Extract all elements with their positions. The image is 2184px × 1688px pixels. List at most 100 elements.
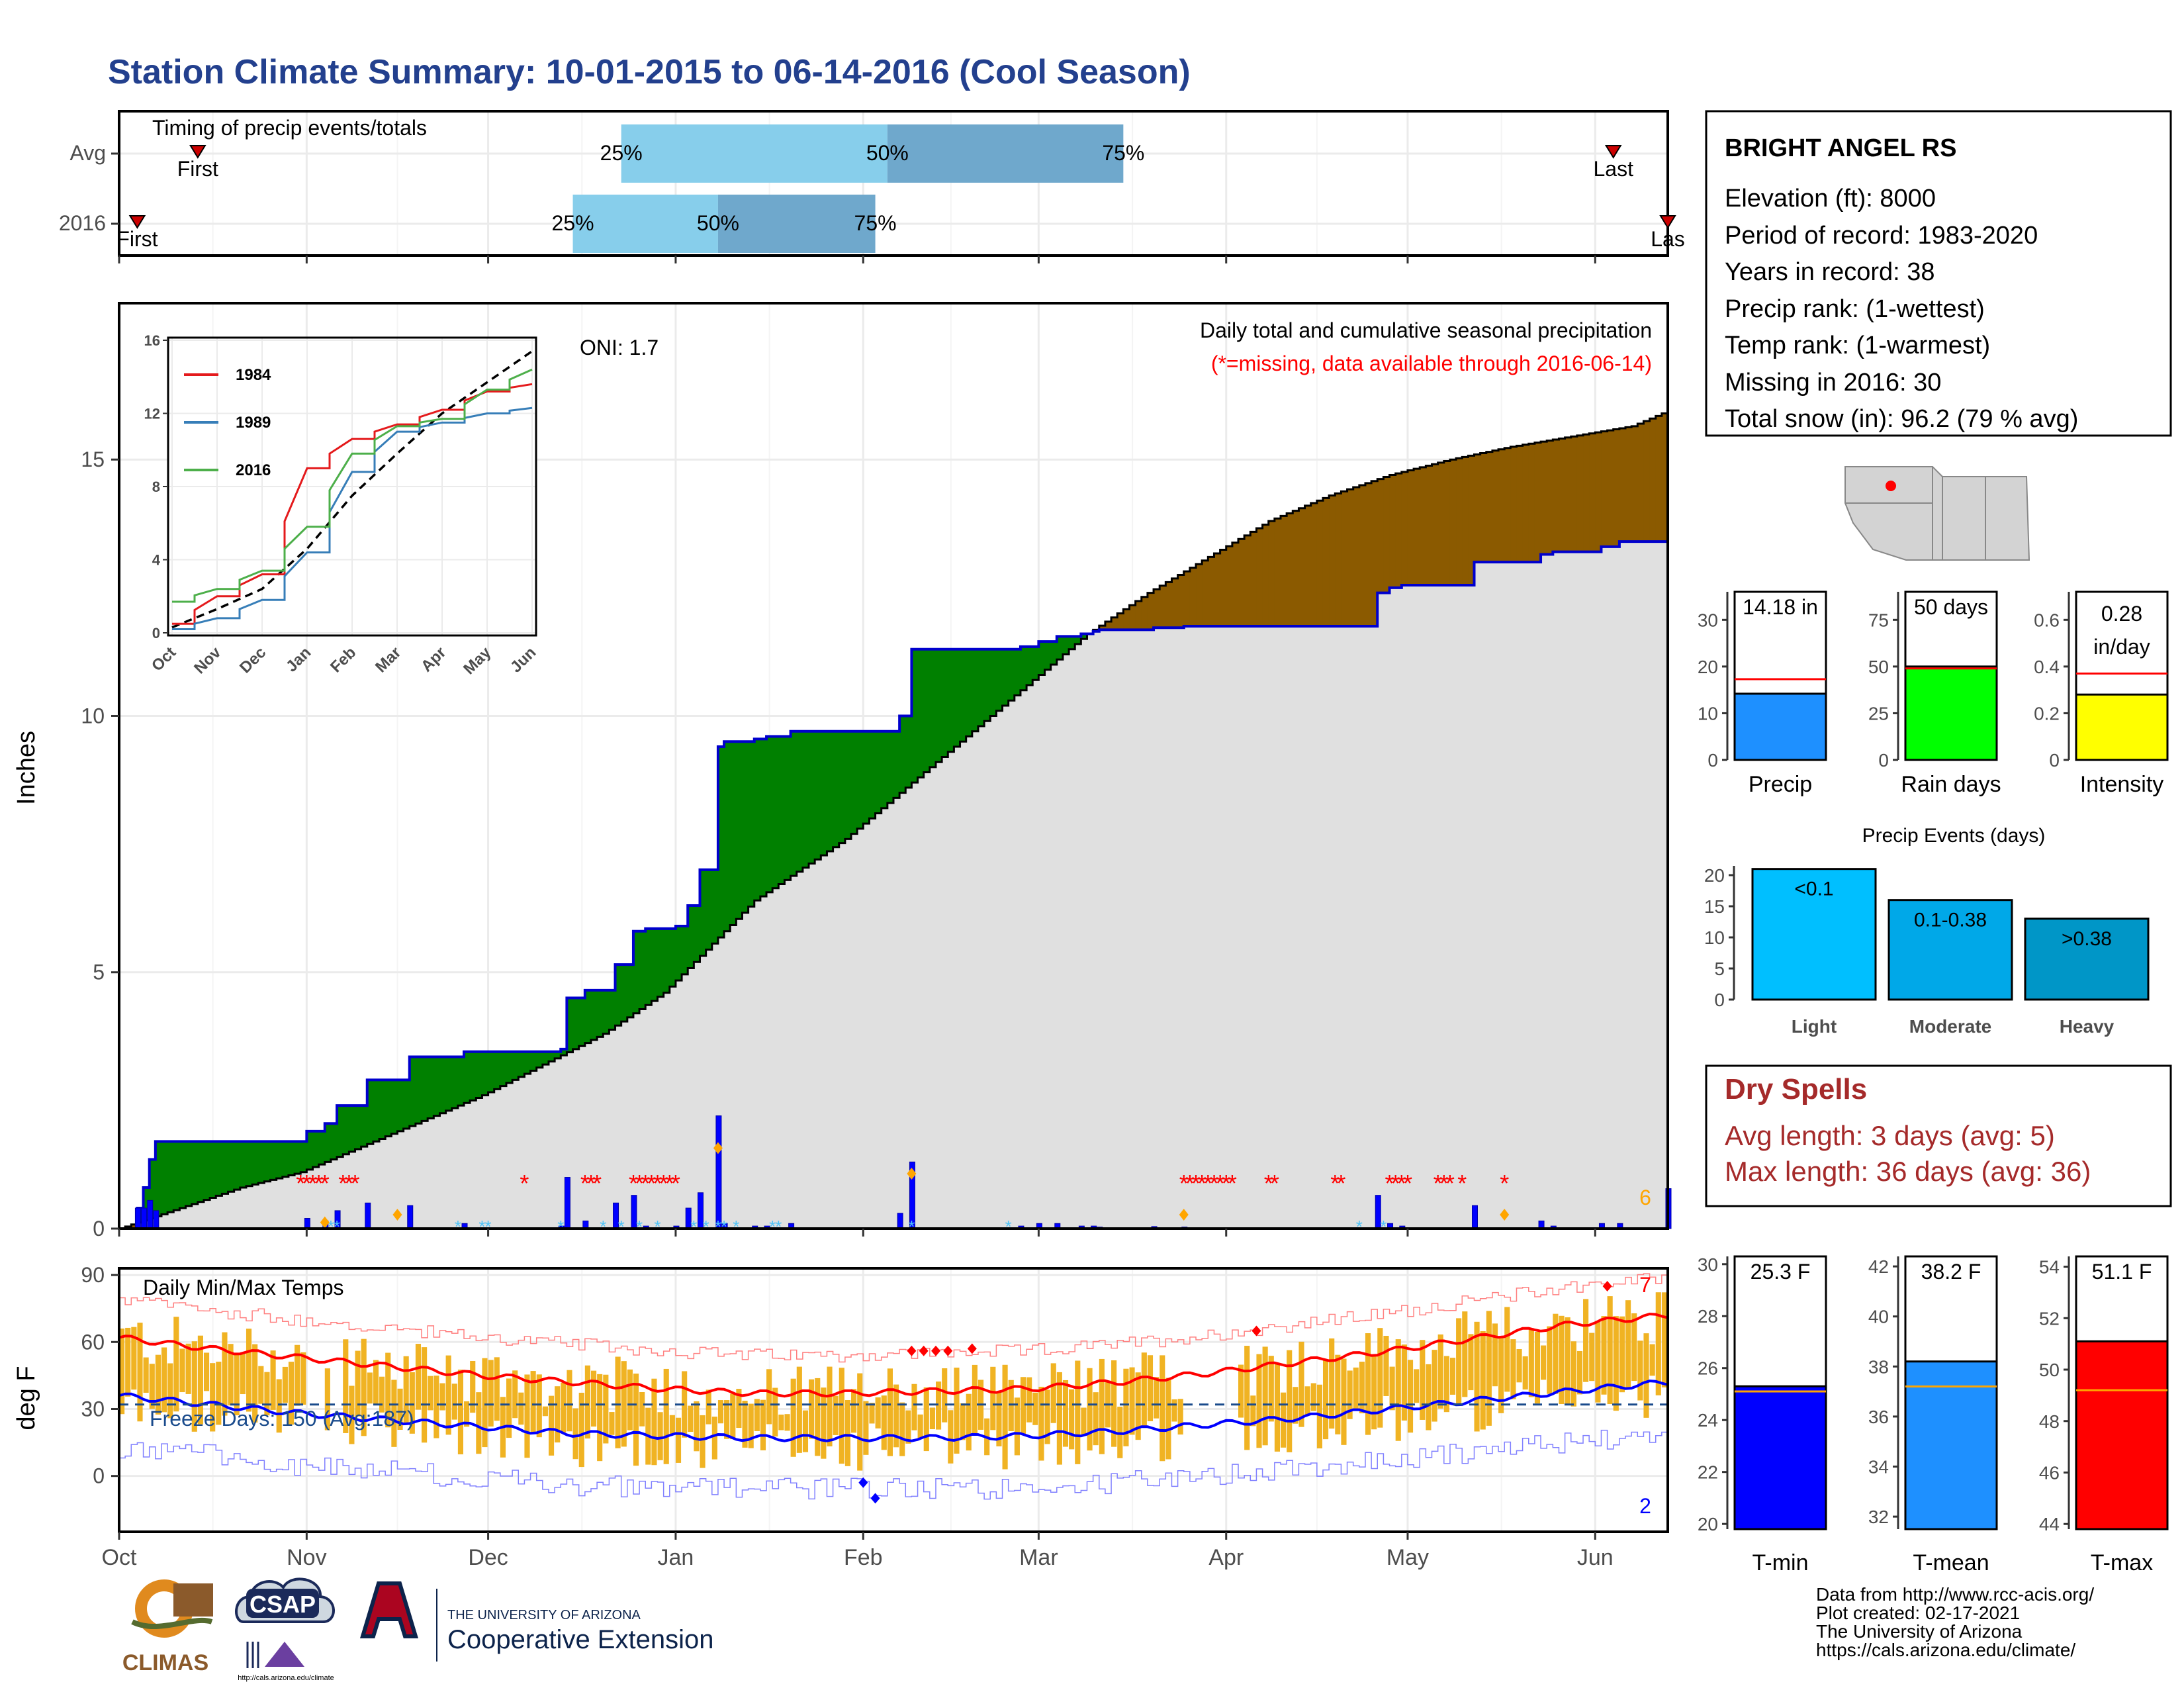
wet-surplus-area [361,1105,368,1147]
missing-day-marker: * [1179,1170,1189,1197]
dry-deficit-area [1322,498,1330,626]
dry-deficit-area [1601,431,1608,547]
wet-surplus-area [711,869,719,944]
daily-temp-range-bar [1456,1318,1462,1404]
daily-precip-bar [564,1177,570,1229]
daily-temp-range-bar [518,1392,524,1425]
wet-surplus-area [960,649,967,742]
page-title: Station Climate Summary: 10-01-2015 to 0… [108,53,1191,91]
inset-xtick-label: Apr [418,643,449,675]
temp-ylabel: deg F [13,1366,40,1430]
daily-temp-range-bar [711,1417,717,1460]
events-bar-label: 0.1-0.38 [1914,910,1987,931]
missing-day-marker: * [338,1170,347,1197]
daily-temp-range-bar [1383,1335,1389,1396]
credit-line: Data from http://www.rcc-acis.org/ [1816,1584,2094,1605]
daily-temp-range-bar [1298,1341,1304,1427]
daily-temp-range-bar [403,1356,409,1424]
daily-temp-range-bar [584,1365,590,1439]
station-info-box: BRIGHT ANGEL RS Elevation (ft): 8000 Per… [1705,110,2172,437]
missing-day-marker: * [1222,1170,1231,1197]
dry-deficit-area [1534,442,1541,563]
dry-deficit-area [1456,458,1463,585]
missing-day-marker: * [1336,1170,1345,1197]
daily-max-marker [713,1142,723,1154]
dry-deficit-area [1226,546,1233,626]
daily-temp-range-bar [796,1366,802,1453]
daily-temp-range-bar [688,1405,694,1432]
wet-surplus-area [905,716,913,788]
cumulative-inset-chart: 0 4 8 12 16 Oct Nov Dec Jan Feb Mar Apr May Jun 1984… [144,332,540,678]
wet-surplus-area [578,998,586,1047]
daily-max-marker [392,1209,402,1221]
dry-spells-line: Max length: 36 days (avg: 36) [1725,1156,2091,1187]
inset-xtick-label: Mar [372,643,404,676]
daily-temp-range-bar [282,1366,288,1403]
dry-deficit-area [1208,557,1215,626]
wet-surplus-area [536,1051,543,1068]
daily-temp-range-bar [700,1415,705,1468]
daily-temp-range-bar [276,1379,282,1433]
wet-surplus-area [645,928,652,1006]
wet-surplus-area [875,731,882,814]
daily-temp-range-bar [1069,1389,1075,1450]
small-bar-ytick-label: 0 [1878,750,1889,771]
daily-temp-range-bar [839,1368,844,1464]
wet-surplus-area [978,649,985,726]
small-bar-ytick-label: 0.2 [2034,703,2060,724]
events-ytick-label: 10 [1704,927,1725,948]
small-bar-value-label: 51.1 F [2092,1260,2152,1284]
dry-deficit-area [1189,567,1197,626]
temp-ytick-label: 60 [81,1330,105,1354]
wet-surplus-area [385,1080,392,1137]
csap-logo: CSAP http://cals.arizona.edu/climate [235,1577,335,1682]
daily-precip-bar [365,1202,371,1229]
wet-surplus-area [300,1141,307,1172]
daily-temp-range-bar [966,1393,972,1451]
precip-ylabel: Inches [13,731,40,805]
wet-surplus-area [222,1141,229,1194]
daily-temp-range-bar [1056,1372,1062,1465]
timing-event-label: First [116,227,158,251]
dry-deficit-area [1432,464,1439,585]
wet-surplus-area [506,1051,513,1084]
daily-temp-range-bar [210,1363,216,1432]
wet-surplus-area [567,998,574,1053]
small-bar-value [2075,693,2169,761]
wet-surplus-area [439,1056,447,1113]
snow-day-marker: * [478,1217,485,1237]
small-bar-value-label: 0.28 [2101,602,2142,626]
wet-surplus-area [252,1141,259,1185]
daily-temp-range-bar [1244,1346,1250,1450]
dry-deficit-area [1111,617,1118,630]
wet-surplus-area [899,716,906,793]
snow-day-marker: * [654,1217,660,1237]
daily-temp-range-bar [954,1368,960,1454]
dry-deficit-area [1377,479,1384,593]
dry-deficit-area [1281,516,1287,626]
daily-temp-range-bar [409,1372,415,1434]
dry-deficit-area [1171,578,1179,628]
oni-label: ONI: 1.7 [580,336,659,359]
wet-surplus-area [155,1141,162,1217]
dry-spells-box: Dry Spells Avg length: 3 days (avg: 5) M… [1705,1064,2172,1207]
credit-line: Plot created: 02-17-2021 [1816,1603,2020,1623]
daily-temp-range-bar [802,1410,809,1452]
dry-deficit-area [1135,600,1142,630]
daily-temp-range-bar [1420,1340,1426,1420]
cumulative-2016-line [119,501,1669,1230]
daily-precip-bar [134,1207,141,1229]
small-bar-value [2075,1340,2169,1530]
daily-temp-range-bar [621,1361,627,1447]
month-tick-label: Dec [468,1545,508,1570]
dry-spells-title: Dry Spells [1725,1073,1867,1105]
wet-surplus-area [688,906,694,968]
daily-temp-range-bar [1407,1360,1414,1433]
small-bar-category-label: Precip [1749,772,1812,797]
events-bar-light [1751,868,1877,1001]
daily-temp-range-bar [530,1371,536,1434]
wet-surplus-area [778,736,786,884]
wet-surplus-area [561,1049,568,1056]
ua-line2: Cooperative Extension [447,1625,713,1654]
dry-deficit-area [1443,461,1451,585]
